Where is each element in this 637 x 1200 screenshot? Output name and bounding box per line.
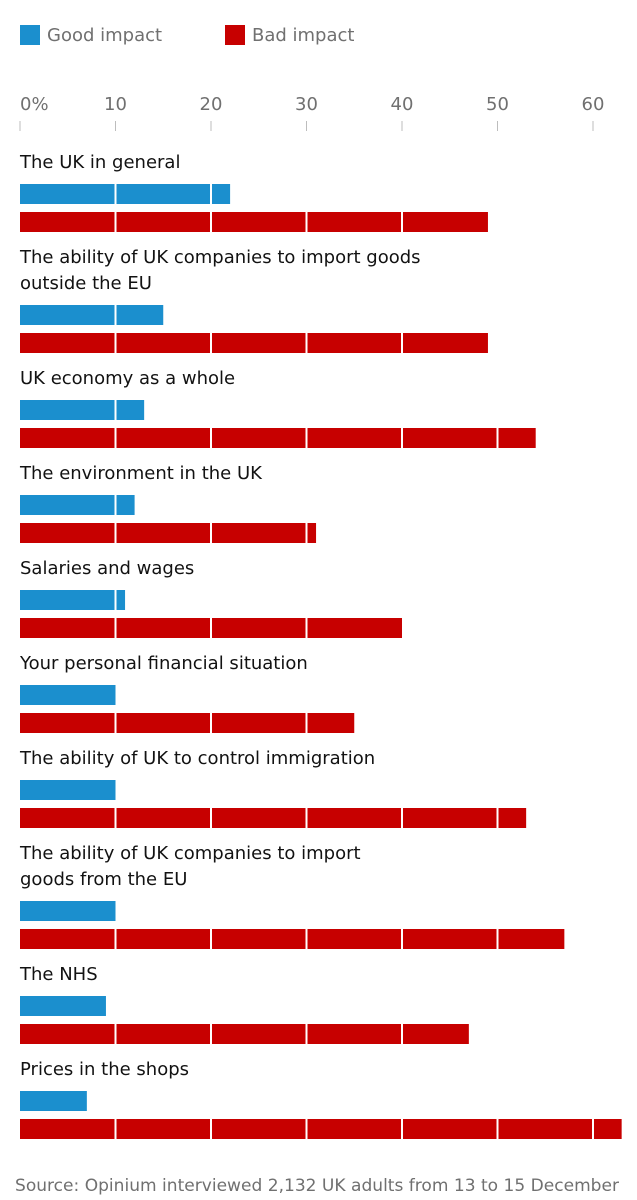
x-tick-label: 40 <box>391 94 414 115</box>
bar-good-impact <box>20 305 164 325</box>
category-label: The ability of UK companies to import go… <box>19 247 421 268</box>
legend-swatch-bad <box>225 25 245 45</box>
x-tick-label: 50 <box>486 94 509 115</box>
category-label: outside the EU <box>20 273 152 294</box>
category-label: UK economy as a whole <box>20 368 235 389</box>
bar-good-impact <box>20 780 116 800</box>
legend-label-good: Good impact <box>47 25 162 46</box>
x-tick-label: 20 <box>200 94 223 115</box>
legend-label-bad: Bad impact <box>252 25 354 46</box>
category-label: The UK in general <box>19 152 180 173</box>
bar-bad-impact <box>20 808 527 828</box>
plot-area: The UK in general The ability of UK compa… <box>19 152 622 1139</box>
bar-bad-impact <box>20 333 488 353</box>
x-tick-label: 60 <box>582 94 605 115</box>
bar-good-impact <box>20 996 106 1016</box>
bar-good-impact <box>20 590 126 610</box>
category-group: Your personal financial situation <box>19 653 355 733</box>
bar-good-impact <box>20 685 116 705</box>
bar-good-impact <box>20 184 231 204</box>
bar-good-impact <box>20 495 135 515</box>
category-group: The ability of UK companies to import goo… <box>19 843 565 949</box>
category-label: The environment in the UK <box>19 463 263 484</box>
category-group: UK economy as a whole <box>20 368 536 448</box>
category-label: The ability of UK companies to import <box>19 843 361 864</box>
category-group: The ability of UK companies to import go… <box>19 247 488 353</box>
category-label: The ability of UK to control immigration <box>19 748 375 769</box>
category-group: The UK in general <box>19 152 488 232</box>
x-tick-label: 0% <box>20 94 49 115</box>
category-group: Salaries and wages <box>20 558 402 638</box>
bar-good-impact <box>20 400 145 420</box>
category-label: goods from the EU <box>20 869 187 890</box>
bar-bad-impact <box>20 523 317 543</box>
x-axis: 0% 10 20 30 40 50 60 <box>19 94 605 131</box>
category-label: Prices in the shops <box>20 1059 189 1080</box>
source-note: Source: Opinium interviewed 2,132 UK adu… <box>15 1176 619 1196</box>
category-label: Your personal financial situation <box>19 653 308 674</box>
category-group: The NHS <box>19 964 469 1044</box>
bar-good-impact <box>20 1091 87 1111</box>
bar-bad-impact <box>20 929 565 949</box>
bar-bad-impact <box>20 212 488 232</box>
legend-swatch-good <box>20 25 40 45</box>
category-label: Salaries and wages <box>20 558 194 579</box>
category-label: The NHS <box>19 964 98 985</box>
category-group: Prices in the shops <box>20 1059 622 1139</box>
bar-bad-impact <box>20 1119 622 1139</box>
bar-bad-impact <box>20 713 355 733</box>
category-group: The ability of UK to control immigration <box>19 748 527 828</box>
bar-bad-impact <box>20 1024 469 1044</box>
legend: Good impact Bad impact <box>20 25 354 46</box>
bar-bad-impact <box>20 428 536 448</box>
x-tick-label: 10 <box>104 94 127 115</box>
category-group: The environment in the UK <box>19 463 317 543</box>
x-tick-label: 30 <box>295 94 318 115</box>
bar-good-impact <box>20 901 116 921</box>
